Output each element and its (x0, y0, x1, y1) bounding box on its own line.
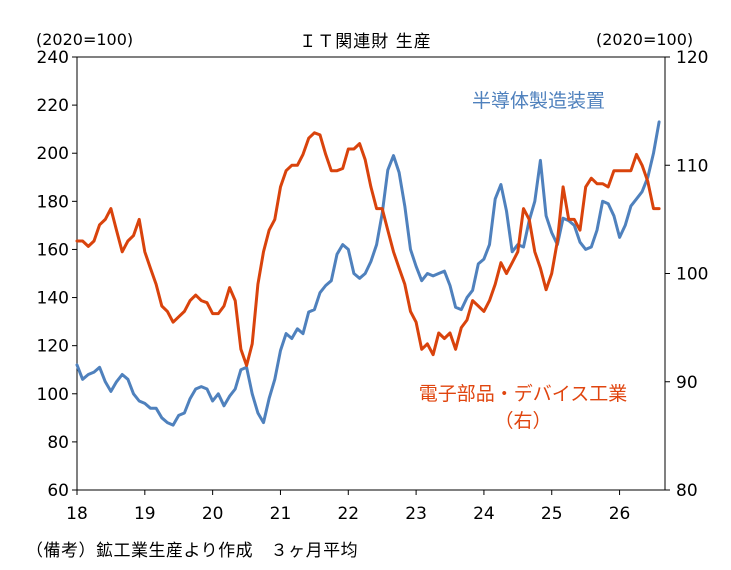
x-tick-label: 25 (541, 504, 563, 524)
right-axis-unit: (2020=100) (596, 30, 694, 49)
series-line-electronic (75, 131, 661, 367)
left-y-tick-label: 220 (37, 96, 69, 116)
left-y-tick-label: 240 (37, 48, 69, 68)
source-note: （備考）鉱工業生産より作成 ３ヶ月平均 (26, 541, 359, 561)
right-y-tick-label: 90 (676, 373, 698, 393)
chart-title: ＩＴ関連財 生産 (299, 32, 432, 52)
series-label-electronic: 電子部品・デバイス工業 （右） (398, 381, 648, 435)
left-y-tick-label: 200 (37, 144, 69, 164)
x-tick-label: 18 (66, 504, 88, 524)
x-tick-label: 21 (270, 504, 292, 524)
series-label-electronic-line2: （右） (494, 410, 552, 432)
right-y-tick-label: 80 (676, 481, 698, 501)
x-tick-label: 26 (609, 504, 631, 524)
left-y-tick-label: 180 (37, 192, 69, 212)
x-tick-label: 22 (337, 504, 359, 524)
series-label-electronic-line1: 電子部品・デバイス工業 (418, 383, 628, 405)
left-y-tick-label: 160 (37, 240, 69, 260)
right-y-tick-label: 120 (676, 48, 708, 68)
series-label-semiconductor: 半導体製造装置 (472, 90, 606, 112)
left-y-tick-label: 120 (37, 337, 69, 357)
x-tick-label: 19 (134, 504, 156, 524)
x-tick-label: 23 (405, 504, 427, 524)
x-tick-label: 20 (202, 504, 224, 524)
right-y-tick-label: 100 (676, 265, 708, 285)
left-axis-unit: (2020=100) (36, 30, 134, 49)
left-y-tick-label: 60 (47, 481, 69, 501)
series-line-semiconductor (75, 120, 661, 427)
left-y-tick-label: 100 (37, 385, 69, 405)
left-y-tick-label: 140 (37, 289, 69, 309)
right-y-tick-label: 110 (676, 156, 708, 176)
left-y-tick-label: 80 (47, 433, 69, 453)
x-tick-label: 24 (473, 504, 495, 524)
